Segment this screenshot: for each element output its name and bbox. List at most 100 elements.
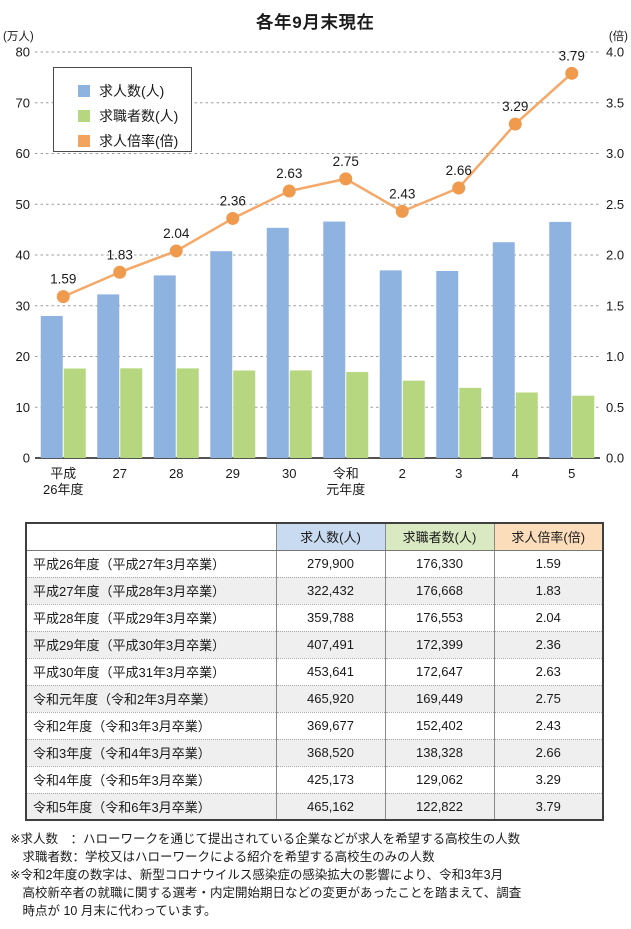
legend-label-jobs: 求人数(人) [99,82,165,99]
table-cell: 172,647 [384,657,494,685]
left-axis-tick: 0 [23,451,30,466]
table-cell: 1.59 [493,550,603,577]
table-cell: 169,449 [384,684,494,712]
x-axis-category: 3 [455,466,462,481]
ratio-data-label: 2.66 [446,163,472,178]
right-axis-tick: 0.0 [606,451,624,466]
table-cell: 平成30年度（平成31年3月卒業） [26,657,276,685]
table-cell: 359,788 [275,603,385,631]
ratio-data-label: 2.36 [220,193,246,208]
table-row: 令和2年度（令和3年3月卒業） 369,677 152,402 2.43 [26,711,603,739]
footnote-line: ※求人数 ：ハローワークを通じて提出されている企業などが求人を希望する高校生の人… [10,832,521,846]
table-cell: 2.66 [493,738,603,766]
table-row: 令和元年度（令和2年3月卒業） 465,920 169,449 2.75 [26,684,603,712]
table-cell: 465,920 [275,684,385,712]
x-axis-category: 平成 26年度 [43,466,83,497]
ratio-marker [282,184,296,198]
ratio-marker [452,181,466,195]
right-axis-tick: 1.0 [606,349,624,364]
table-cell: 322,432 [275,576,385,604]
ratio-data-label: 2.04 [163,226,190,241]
left-axis-tick: 30 [16,298,30,313]
bar-jobs [40,315,63,458]
bar-seekers [459,387,482,458]
combo-chart: 0 0.0 10 0.5 20 1.0 30 1.5 40 2.0 50 2.5 60 3.0 70 3.5 8… [0,30,631,510]
ratio-swatch-icon [78,134,90,147]
ratio-data-label: 2.43 [389,186,415,201]
table-cell: 平成29年度（平成30年3月卒業） [26,630,276,658]
bar-jobs [436,270,459,458]
bar-seekers [63,368,86,458]
table-cell: 368,520 [275,738,385,766]
right-axis-tick: 2.5 [606,197,624,212]
ratio-marker [565,66,579,80]
ratio-data-label: 1.83 [107,247,133,262]
footnote-line: 時点が 10 月末に代わっています。 [22,904,217,918]
left-axis-unit: (万人) [3,30,34,43]
left-axis-tick: 20 [16,349,30,364]
chart-legend: 求人数(人) 求職者数(人) 求人倍率(倍) [53,67,192,152]
right-axis-tick: 3.0 [606,146,624,161]
left-axis-tick: 60 [16,146,30,161]
right-axis-tick: 4.0 [606,45,624,60]
table-cell: 令和2年度（令和3年3月卒業） [26,711,276,739]
seekers-swatch-icon [78,109,90,122]
table-cell: 令和5年度（令和6年3月卒業） [26,792,276,820]
table-cell: 3.29 [493,765,603,793]
header-seekers: 求職者数(人) [384,523,494,551]
table-cell: 1.83 [493,576,603,604]
table-cell: 176,330 [384,550,494,577]
table-cell: 平成27年度（平成28年3月卒業） [26,576,276,604]
bar-seekers [346,372,369,458]
footnote-line: 求職者数：学校又はハローワークによる紹介を希望する高校生のみの人数 [22,850,435,864]
legend-label-ratio: 求人倍率(倍) [99,132,179,149]
table-cell: 176,668 [384,576,494,604]
ratio-marker [169,244,183,258]
bar-jobs [97,294,120,458]
table-cell: 平成26年度（平成27年3月卒業） [33,557,226,572]
table-row: 平成28年度（平成29年3月卒業） 359,788 176,553 2.04 [26,603,603,631]
bar-seekers [289,370,312,458]
footnote-line: 高校新卒者の就職に関する選考・内定開始期日などの変更があったことを踏まえて、調査 [22,886,522,900]
bar-jobs [379,270,402,458]
right-axis-tick: 1.5 [606,298,624,313]
bar-seekers [572,395,595,458]
table-cell: 129,062 [384,765,494,793]
table-cell: 令和元年度（令和2年3月卒業） [26,684,276,712]
table-row: 令和3年度（令和4年3月卒業） 368,520 138,328 2.66 [26,738,603,766]
right-axis-tick: 0.5 [606,400,624,415]
bar-jobs [266,227,289,458]
x-axis-category: 28 [169,466,183,481]
bar-jobs [153,275,176,458]
left-axis-tick: 10 [16,400,30,415]
ratio-data-label: 3.79 [559,48,585,63]
bar-seekers [515,392,538,458]
ratio-marker [113,265,127,279]
data-table: 求人数(人) 求職者数(人) 求人倍率(倍) 平成26年度（平成27年3月卒業）… [25,522,604,821]
table-row: 令和5年度（令和6年3月卒業） 465,162 122,822 3.79 [26,792,603,820]
legend-item-seekers: 求職者数(人) [78,103,191,128]
table-cell: 465,162 [275,792,385,820]
ratio-marker [56,290,70,304]
x-axis-category: 30 [282,466,296,481]
right-axis-tick: 3.5 [606,95,624,110]
table-cell: 2.04 [493,603,603,631]
table-cell: 2.75 [493,684,603,712]
table-cell: 令和4年度（令和5年3月卒業） [26,765,276,793]
x-axis-category: 5 [568,466,575,481]
bar-jobs [323,221,346,458]
right-axis-unit: (倍) [609,30,628,43]
ratio-marker [226,211,240,225]
table-cell: 453,641 [275,657,385,685]
ratio-marker [339,172,353,186]
left-axis-tick: 50 [16,197,30,212]
table-row: 平成27年度（平成28年3月卒業） 322,432 176,668 1.83 [26,576,603,604]
table-cell: 425,173 [275,765,385,793]
x-axis-category: 29 [226,466,240,481]
left-axis-tick: 70 [16,95,30,110]
bar-seekers [176,368,199,458]
bar-seekers [402,380,425,458]
bar-jobs [549,221,572,458]
bar-jobs [210,251,233,458]
